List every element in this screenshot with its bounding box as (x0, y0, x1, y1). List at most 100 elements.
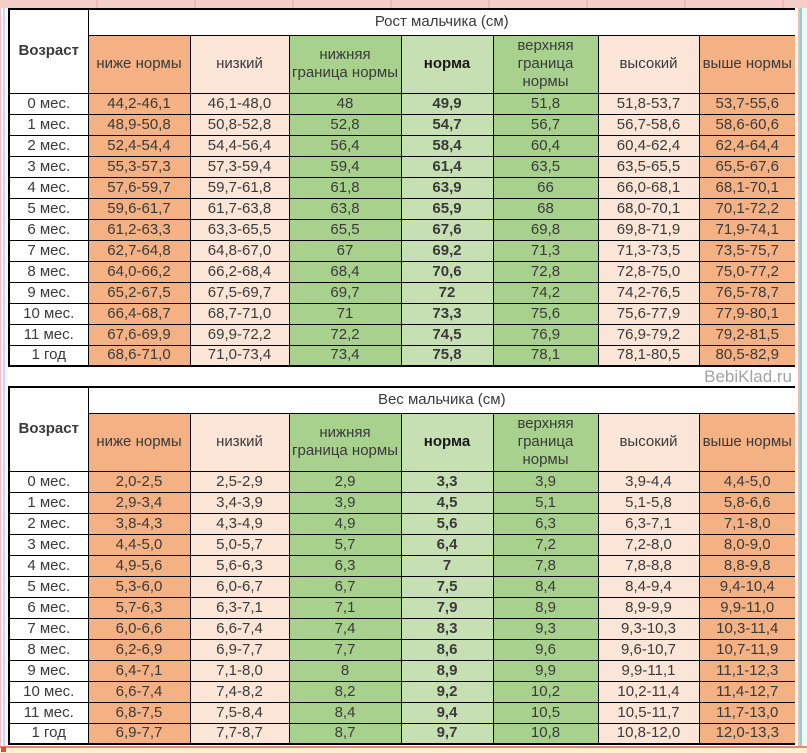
table-row: 8 мес. 64,0-66,2 66,2-68,4 68,4 70,6 72,8 72,8… (8, 260, 797, 283)
value-cell: 9,3-10,3 (597, 617, 700, 640)
table-row: 8 мес. 6,2-6,9 6,9-7,7 7,7 8,6 9,6 9,6-10,7 10,… (8, 638, 797, 661)
value-cell: 68,7-71,0 (189, 302, 290, 325)
value-cell: 65,2-67,5 (87, 281, 191, 304)
value-cell: 6,3 (492, 512, 599, 535)
value-cell: 77,9-80,1 (698, 302, 797, 325)
spreadsheet-right-edge (795, 0, 807, 753)
value-cell: 7,8 (492, 554, 599, 577)
value-cell: 5,7 (288, 533, 402, 556)
value-cell: 61,4 (400, 155, 494, 178)
age-cell: 5 мес. (8, 575, 89, 598)
value-cell: 10,8 (492, 722, 599, 745)
age-cell: 9 мес. (8, 659, 89, 682)
value-cell: 9,2 (400, 680, 494, 703)
age-cell: 3 мес. (8, 155, 89, 178)
age-cell: 8 мес. (8, 260, 89, 283)
spreadsheet-top-edge (0, 0, 807, 8)
height-table-body: 0 мес. 44,2-46,1 46,1-48,0 48 49,9 51,8 51,8-5… (8, 92, 797, 367)
value-cell: 8,9-9,9 (597, 596, 700, 619)
value-cell: 69,8-71,9 (597, 218, 700, 241)
table-row: 0 мес. 2,0-2,5 2,5-2,9 2,9 3,3 3,9 3,9-4,4 4,4-… (8, 470, 797, 493)
value-cell: 7,2-8,0 (597, 533, 700, 556)
value-cell: 67,6-69,9 (87, 323, 191, 346)
age-cell: 4 мес. (8, 176, 89, 199)
value-cell: 6,8-7,5 (87, 701, 191, 724)
table-row: 3 мес. 4,4-5,0 5,0-5,7 5,7 6,4 7,2 7,2-8,0 8,0-… (8, 533, 797, 556)
column-header: ниже нормы (87, 412, 191, 472)
value-cell: 7 (400, 554, 494, 577)
column-header: норма (400, 34, 494, 94)
value-cell: 9,9-11,1 (597, 659, 700, 682)
value-cell: 46,1-48,0 (189, 92, 290, 115)
value-cell: 59,6-61,7 (87, 197, 191, 220)
value-cell: 65,5 (288, 218, 402, 241)
column-header: нижняя граница нормы (288, 34, 402, 94)
value-cell: 9,6-10,7 (597, 638, 700, 661)
value-cell: 54,7 (400, 113, 494, 136)
value-cell: 10,7-11,9 (698, 638, 797, 661)
value-cell: 8 (288, 659, 402, 682)
value-cell: 7,9 (400, 596, 494, 619)
value-cell: 9,4 (400, 701, 494, 724)
value-cell: 58,6-60,6 (698, 113, 797, 136)
age-cell: 9 мес. (8, 281, 89, 304)
value-cell: 56,4 (288, 134, 402, 157)
value-cell: 63,3-65,5 (189, 218, 290, 241)
value-cell: 6,7 (288, 575, 402, 598)
age-cell: 4 мес. (8, 554, 89, 577)
value-cell: 3,8-4,3 (87, 512, 191, 535)
age-cell: 3 мес. (8, 533, 89, 556)
age-column-header: Возраст (8, 386, 89, 472)
column-header: выше нормы (698, 34, 797, 94)
value-cell: 9,9 (492, 659, 599, 682)
value-cell: 4,5 (400, 491, 494, 514)
value-cell: 8,3 (400, 617, 494, 640)
value-cell: 10,3-11,4 (698, 617, 797, 640)
value-cell: 69,7 (288, 281, 402, 304)
value-cell: 65,5-67,6 (698, 155, 797, 178)
column-header: высокий (597, 412, 700, 472)
value-cell: 7,4-8,2 (189, 680, 290, 703)
value-cell: 76,9 (492, 323, 599, 346)
value-cell: 73,4 (288, 344, 402, 367)
value-cell: 75,6-77,9 (597, 302, 700, 325)
table-row: 11 мес. 6,8-7,5 7,5-8,4 8,4 9,4 10,5 10,5-11,7… (8, 701, 797, 724)
age-column-header: Возраст (8, 8, 89, 94)
value-cell: 69,9-72,2 (189, 323, 290, 346)
value-cell: 2,9 (288, 470, 402, 493)
value-cell: 8,2 (288, 680, 402, 703)
value-cell: 6,0-6,6 (87, 617, 191, 640)
value-cell: 7,5-8,4 (189, 701, 290, 724)
table-row: 1 год 68,6-71,0 71,0-73,4 73,4 75,8 78,1 78,1-… (8, 344, 797, 367)
table-row: 9 мес. 6,4-7,1 7,1-8,0 8 8,9 9,9 9,9-11,1 11,1-… (8, 659, 797, 682)
table-row: 4 мес. 4,9-5,6 5,6-6,3 6,3 7 7,8 7,8-8,8 8,8-9,… (8, 554, 797, 577)
value-cell: 79,2-81,5 (698, 323, 797, 346)
value-cell: 8,7 (288, 722, 402, 745)
value-cell: 2,9-3,4 (87, 491, 191, 514)
value-cell: 44,2-46,1 (87, 92, 191, 115)
value-cell: 67 (288, 239, 402, 262)
value-cell: 4,9-5,6 (87, 554, 191, 577)
value-cell: 5,6-6,3 (189, 554, 290, 577)
value-cell: 5,3-6,0 (87, 575, 191, 598)
age-cell: 10 мес. (8, 680, 89, 703)
value-cell: 3,4-3,9 (189, 491, 290, 514)
title-row: Возраст Рост мальчика (см) (8, 8, 797, 94)
value-cell: 67,5-69,7 (189, 281, 290, 304)
value-cell: 11,7-13,0 (698, 701, 797, 724)
value-cell: 64,0-66,2 (87, 260, 191, 283)
age-cell: 7 мес. (8, 239, 89, 262)
value-cell: 6,9-7,7 (189, 638, 290, 661)
value-cell: 3,9 (288, 491, 402, 514)
value-cell: 73,3 (400, 302, 494, 325)
age-cell: 1 год (8, 344, 89, 367)
table-row: 11 мес. 67,6-69,9 69,9-72,2 72,2 74,5 76,9 76,… (8, 323, 797, 346)
value-cell: 5,7-6,3 (87, 596, 191, 619)
age-cell: 6 мес. (8, 218, 89, 241)
value-cell: 52,8 (288, 113, 402, 136)
value-cell: 71,9-74,1 (698, 218, 797, 241)
age-cell: 5 мес. (8, 197, 89, 220)
value-cell: 68 (492, 197, 599, 220)
height-table: Возраст Рост мальчика (см) ниже нормы низ… (8, 8, 797, 367)
